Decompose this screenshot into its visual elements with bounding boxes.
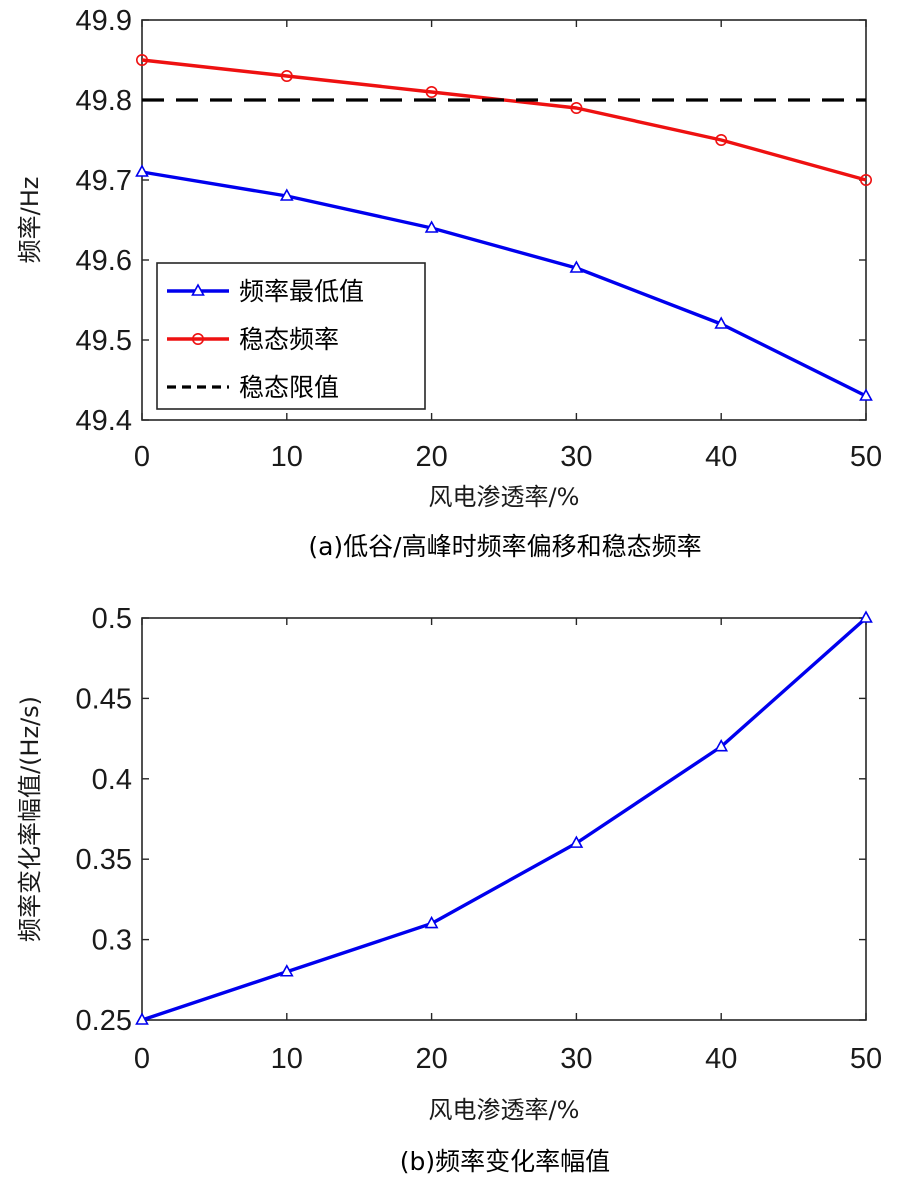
chart-caption: (b)频率变化率幅值 <box>400 1147 610 1176</box>
data-point-triangle <box>279 188 294 201</box>
x-tick-label: 0 <box>134 441 150 473</box>
y-tick-label: 49.4 <box>76 405 132 437</box>
x-axis-label: 风电渗透率/% <box>429 1096 580 1124</box>
chart-panel-b: 0 10 20 30 40 50 0.25 0.3 0.35 0.4 0.45 0.5 风电渗透率/% 频… <box>16 603 882 1176</box>
chart-panel-a: 0 10 20 30 40 50 49.4 49.5 49.6 49.7 49.8 49.9 风电渗透率… <box>16 5 882 561</box>
y-tick-label: 0.5 <box>92 603 132 635</box>
data-point-triangle <box>859 610 873 623</box>
data-point-circle <box>570 102 583 115</box>
x-tick-label: 40 <box>705 1043 737 1075</box>
data-point-circle <box>715 134 728 147</box>
data-point-triangle <box>859 388 873 401</box>
data-point-triangle <box>569 835 584 848</box>
x-tick-label: 10 <box>271 441 303 473</box>
x-tick-label: 40 <box>705 441 737 473</box>
legend-marker-triangle <box>191 283 205 296</box>
x-tick-label: 50 <box>850 441 882 473</box>
y-tick-label: 49.7 <box>76 165 132 197</box>
data-point-circle <box>136 53 149 66</box>
y-tick-label: 0.25 <box>76 1005 132 1037</box>
data-point-triangle <box>135 1012 149 1025</box>
y-tick-label: 0.4 <box>92 764 132 796</box>
x-tick-label: 20 <box>415 1043 447 1075</box>
data-point-triangle <box>424 915 439 929</box>
y-tick-label: 0.45 <box>76 683 132 715</box>
legend-label: 稳态频率 <box>239 325 339 354</box>
chart-caption: (a)低谷/高峰时频率偏移和稳态频率 <box>308 532 701 561</box>
data-point-circle <box>425 86 438 99</box>
legend-marker-circle <box>192 332 205 345</box>
y-tick-label: 49.6 <box>76 245 132 277</box>
series-line-1 <box>141 616 868 1022</box>
series-line-1 <box>141 170 867 398</box>
data-point-triangle <box>569 260 584 273</box>
data-point-circle <box>859 174 872 187</box>
data-point-triangle <box>714 316 729 329</box>
y-axis-label: 频率/Hz <box>16 177 44 264</box>
y-tick-label: 49.9 <box>76 5 132 37</box>
data-point-circle <box>280 70 293 83</box>
x-tick-label: 0 <box>134 1043 150 1075</box>
y-axis-label: 频率变化率幅值/(Hz/s) <box>16 696 44 942</box>
x-axis-label: 风电渗透率/% <box>429 483 580 511</box>
plot-area-frame <box>141 617 867 1021</box>
y-tick-label: 49.8 <box>76 85 132 117</box>
data-point-triangle <box>135 164 149 177</box>
data-point-triangle <box>714 738 729 752</box>
legend-label: 稳态限值 <box>239 373 339 402</box>
data-point-triangle <box>279 964 294 977</box>
x-tick-label: 30 <box>560 441 592 473</box>
y-tick-label: 49.5 <box>76 325 132 357</box>
y-tick-label: 0.3 <box>92 925 132 957</box>
x-tick-label: 10 <box>271 1043 303 1075</box>
data-point-triangle <box>424 220 439 233</box>
legend-label: 频率最低值 <box>239 277 364 306</box>
x-tick-label: 50 <box>850 1043 882 1075</box>
x-tick-label: 30 <box>560 1043 592 1075</box>
y-tick-label: 0.35 <box>76 844 132 876</box>
x-tick-label: 20 <box>415 441 447 473</box>
